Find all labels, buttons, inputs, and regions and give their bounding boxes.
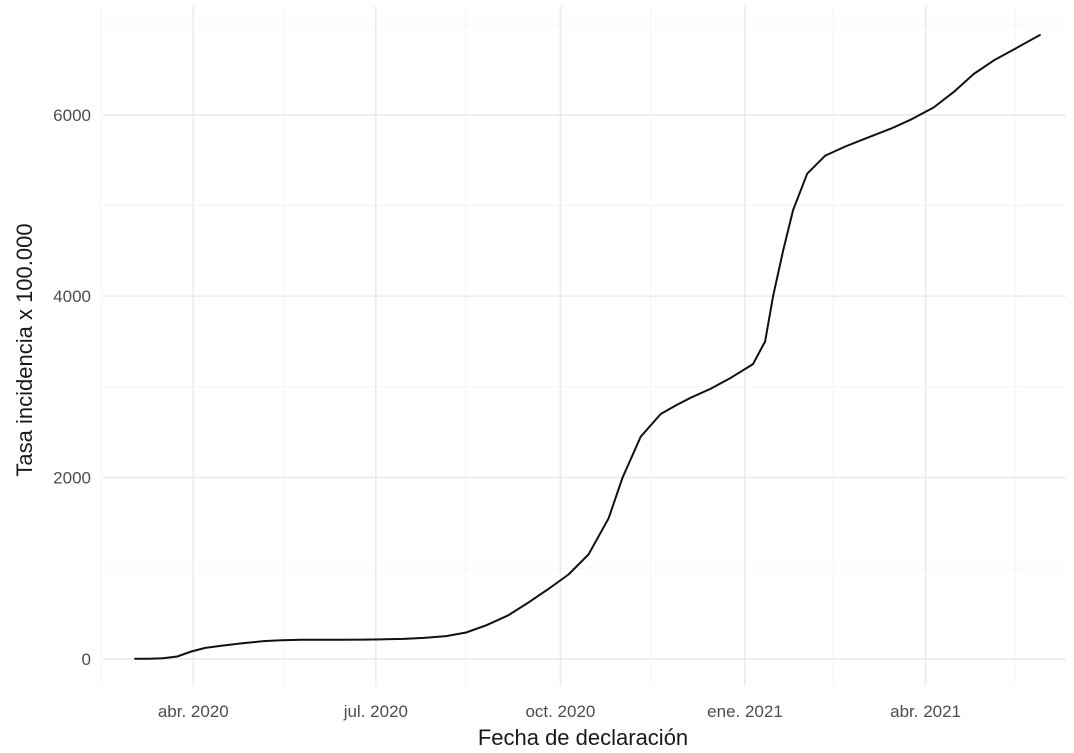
x-axis-tick-labels: abr. 2020 jul. 2020 oct. 2020 ene. 2021 abr.…: [158, 702, 961, 721]
x-tick-label: abr. 2021: [890, 702, 961, 721]
x-tick-label: abr. 2020: [158, 702, 229, 721]
minor-horizontal-gridlines: [103, 23, 1066, 569]
x-axis-title: Fecha de declaración: [478, 725, 688, 750]
x-tick-label: oct. 2020: [525, 702, 595, 721]
y-axis-tick-labels: 0 2000 4000 6000: [53, 106, 91, 669]
major-horizontal-gridlines: [103, 114, 1066, 660]
major-vertical-gridlines: [192, 6, 927, 686]
x-tick-label: jul. 2020: [343, 702, 408, 721]
y-tick-label: 4000: [53, 287, 91, 306]
y-tick-label: 0: [82, 650, 91, 669]
minor-vertical-gridlines: [100, 6, 1017, 686]
y-tick-label: 6000: [53, 106, 91, 125]
incidence-rate-line: [134, 34, 1041, 660]
x-tick-label: ene. 2021: [707, 702, 783, 721]
y-tick-label: 2000: [53, 468, 91, 487]
series-layer: [134, 34, 1041, 660]
y-axis-title: Tasa incidencia x 100.000: [12, 223, 37, 476]
